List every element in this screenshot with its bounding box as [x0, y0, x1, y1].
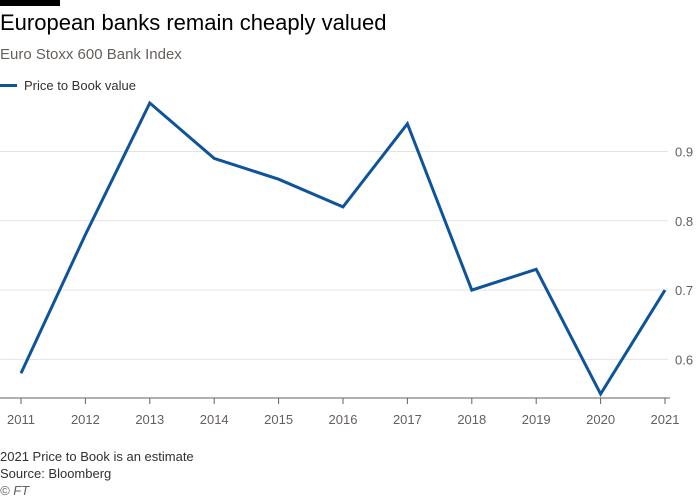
y-tick-label: 0.6: [675, 352, 693, 367]
legend-line-swatch: [0, 84, 17, 87]
x-tick-label: 2012: [71, 412, 100, 427]
y-tick-label: 0.8: [675, 214, 693, 229]
source-note: Source: Bloomberg: [0, 466, 112, 481]
x-tick-label: 2019: [522, 412, 551, 427]
chart-subtitle: Euro Stoxx 600 Bank Index: [0, 46, 182, 63]
x-tick-label: 2015: [264, 412, 293, 427]
x-tick-label: 2017: [393, 412, 422, 427]
y-tick-label: 0.7: [675, 283, 693, 298]
x-tick-label: 2014: [200, 412, 229, 427]
footnote: 2021 Price to Book is an estimate: [0, 449, 194, 464]
x-tick-label: 2016: [329, 412, 358, 427]
x-tick-label: 2011: [7, 412, 35, 427]
chart-title: European banks remain cheaply valued: [0, 10, 387, 35]
legend-label: Price to Book value: [24, 78, 137, 93]
ft-brand-bar: [0, 0, 60, 6]
ft-credit: © FT: [0, 483, 30, 498]
x-tick-label: 2021: [651, 412, 680, 427]
y-tick-label: 0.9: [675, 145, 693, 160]
x-tick-label: 2020: [586, 412, 615, 427]
legend: Price to Book value: [0, 78, 136, 93]
x-tick-label: 2018: [457, 412, 486, 427]
x-tick-label: 2013: [135, 412, 164, 427]
series-line-price-to-book: [19, 100, 667, 398]
